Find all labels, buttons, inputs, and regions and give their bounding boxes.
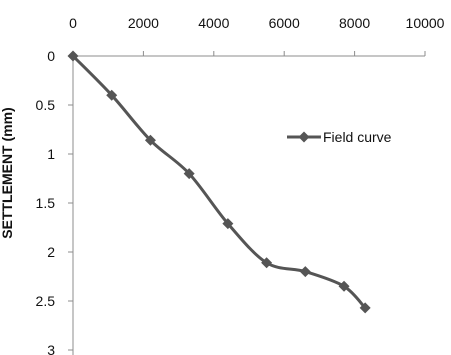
axes bbox=[68, 51, 426, 355]
series-line bbox=[71, 54, 367, 309]
y-tick-label: 0 bbox=[47, 48, 55, 64]
x-tick-label: 6000 bbox=[269, 15, 300, 31]
y-tick-label: 2.5 bbox=[36, 293, 56, 309]
x-tick-label: 8000 bbox=[339, 15, 370, 31]
data-point bbox=[359, 302, 371, 314]
y-tick-label: 0.5 bbox=[36, 97, 56, 113]
legend-marker-swatch bbox=[298, 131, 310, 143]
y-tick-labels: 0 0.5 1 1.5 2 2.5 3 bbox=[36, 48, 56, 355]
x-tick-label: 10000 bbox=[406, 15, 445, 31]
x-tick-label: 4000 bbox=[198, 15, 229, 31]
x-tick-label: 2000 bbox=[128, 15, 159, 31]
y-tick-label: 1 bbox=[47, 146, 55, 162]
x-tick-label: 0 bbox=[69, 15, 77, 31]
legend: Field curve bbox=[287, 129, 392, 145]
data-point bbox=[144, 134, 156, 146]
x-tick-labels: 0 2000 4000 6000 8000 10000 bbox=[69, 15, 445, 31]
data-point bbox=[338, 280, 350, 292]
data-point bbox=[299, 266, 311, 278]
series-group bbox=[67, 50, 371, 314]
data-point bbox=[67, 50, 79, 62]
data-point bbox=[222, 218, 234, 230]
legend-label: Field curve bbox=[323, 129, 392, 145]
y-tick-label: 3 bbox=[47, 342, 55, 355]
y-axis-title: SETTLEMENT (mm) bbox=[0, 107, 15, 238]
y-tick-label: 2 bbox=[47, 244, 55, 260]
data-point bbox=[261, 257, 273, 269]
data-point bbox=[106, 89, 118, 101]
data-point bbox=[183, 168, 195, 180]
y-tick-label: 1.5 bbox=[36, 195, 56, 211]
